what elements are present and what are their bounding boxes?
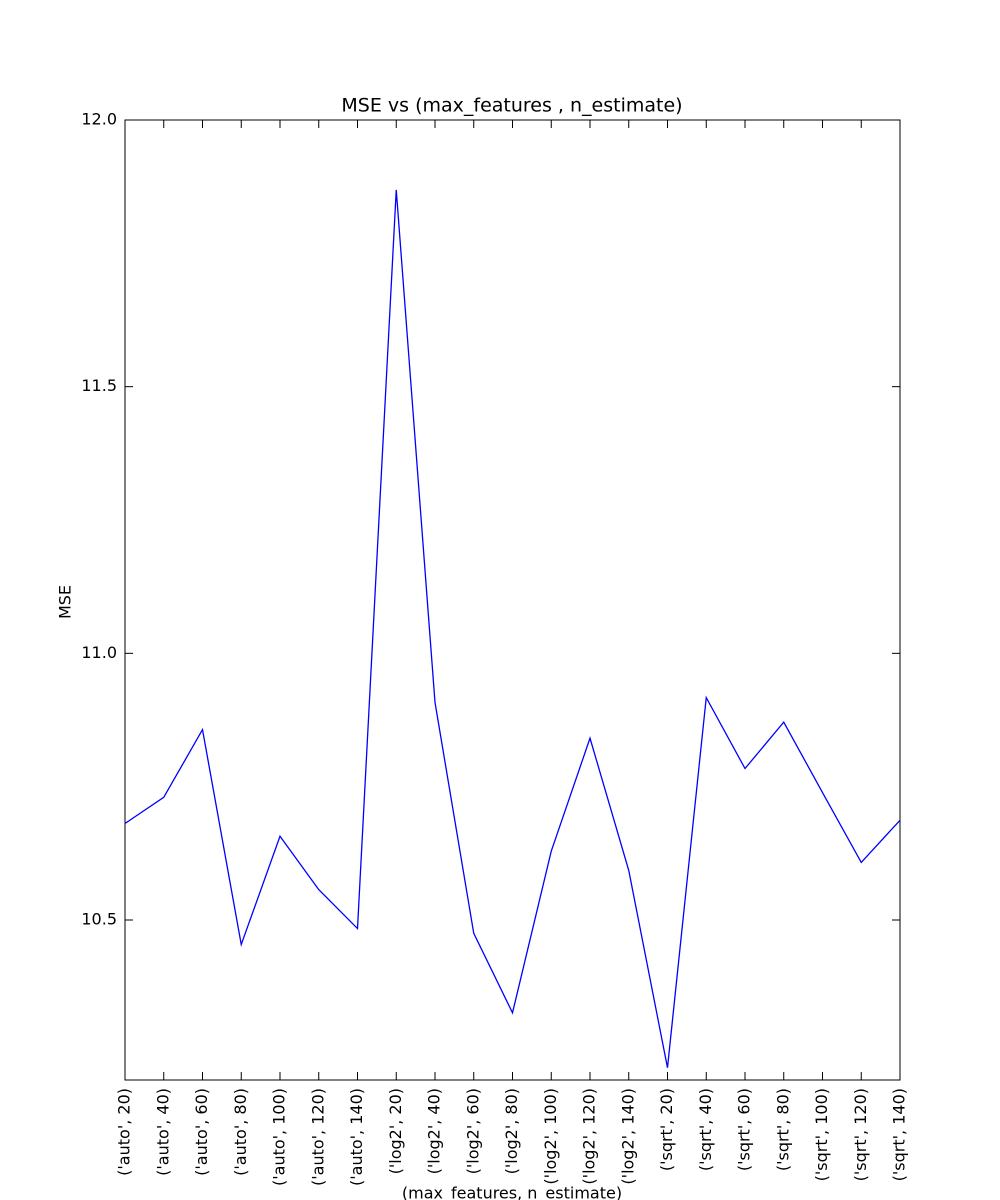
x-tick-label: ('sqrt', 80)	[773, 1088, 792, 1171]
x-tick-label: ('sqrt', 100)	[812, 1088, 831, 1181]
y-tick-label: 12.0	[81, 110, 117, 129]
y-axis-label: MSE	[56, 585, 75, 619]
x-tick-label: ('sqrt', 140)	[890, 1088, 909, 1181]
x-tick-label: ('auto', 120)	[308, 1088, 327, 1186]
x-tick-label: ('sqrt', 20)	[657, 1088, 676, 1171]
plot-frame	[124, 119, 901, 1081]
data-line	[124, 189, 901, 1068]
x-tick-label: ('log2', 40)	[425, 1088, 444, 1174]
y-tick-label: 10.5	[81, 910, 117, 929]
y-tick-label: 11.5	[81, 376, 117, 395]
x-tick-label: ('auto', 100)	[270, 1088, 289, 1186]
y-tick-label: 11.0	[81, 643, 117, 662]
x-tick-label: ('sqrt', 40)	[696, 1088, 715, 1171]
x-tick-label: ('auto', 140)	[347, 1088, 366, 1186]
x-tick-label: ('auto', 20)	[115, 1088, 134, 1176]
chart-title: MSE vs (max_features , n_estimate)	[341, 95, 682, 117]
x-tick-label: ('sqrt', 120)	[851, 1088, 870, 1181]
x-tick-label: ('log2', 60)	[463, 1088, 482, 1174]
x-tick-label: ('auto', 60)	[192, 1088, 211, 1176]
x-tick-label: ('log2', 100)	[541, 1088, 560, 1185]
x-tick-label: ('log2', 80)	[502, 1088, 521, 1174]
x-axis-label: (max_features, n_estimate)	[402, 1184, 622, 1200]
x-tick-label: ('log2', 120)	[580, 1088, 599, 1185]
x-tick-label: ('log2', 140)	[618, 1088, 637, 1185]
x-tick-label: ('auto', 40)	[153, 1088, 172, 1176]
x-tick-label: ('log2', 20)	[386, 1088, 405, 1174]
x-tick-label: ('auto', 80)	[231, 1088, 250, 1176]
x-tick-label: ('sqrt', 60)	[735, 1088, 754, 1171]
